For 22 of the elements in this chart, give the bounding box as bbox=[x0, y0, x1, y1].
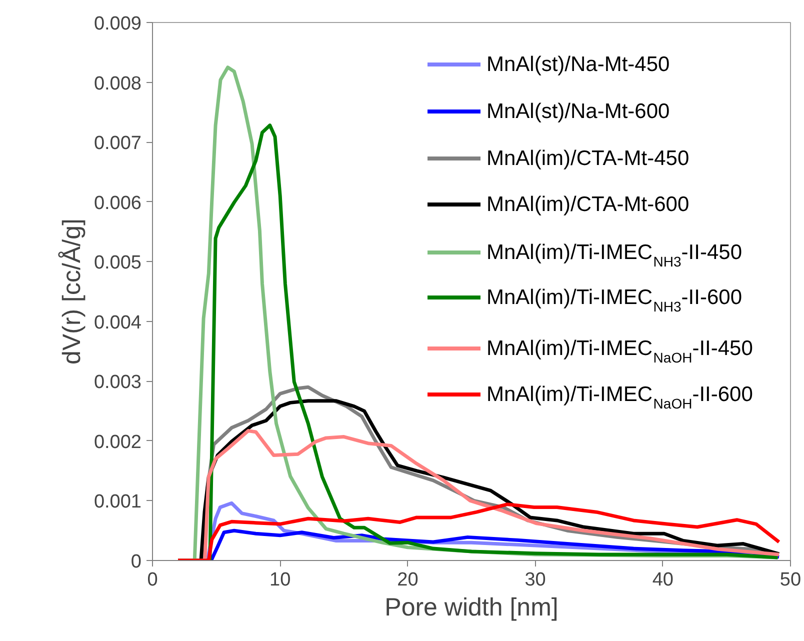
x-tick-label: 20 bbox=[397, 570, 418, 590]
x-tick-label: 30 bbox=[524, 570, 546, 590]
y-axis-title: dV(r) [cc/Å/g] bbox=[58, 218, 86, 364]
y-tick-label: 0.005 bbox=[94, 252, 142, 274]
y-tick-label: 0.003 bbox=[94, 372, 142, 394]
legend-label: MnAl(im)/CTA-Mt-600 bbox=[486, 193, 690, 216]
y-tick-label: 0.001 bbox=[94, 492, 142, 513]
legend-label: MnAl(st)/Na-Mt-600 bbox=[486, 100, 670, 123]
y-tick-label: 0.006 bbox=[94, 192, 142, 214]
legend-label: MnAl(st)/Na-Mt-450 bbox=[486, 53, 670, 76]
y-tick-label: 0 bbox=[130, 552, 142, 572]
x-axis-title: Pore width [nm] bbox=[384, 594, 558, 622]
y-tick-label: 0.007 bbox=[94, 133, 142, 154]
y-tick-label: 0.002 bbox=[94, 432, 142, 453]
x-tick-label: 0 bbox=[147, 570, 158, 590]
x-tick-label: 40 bbox=[652, 570, 674, 590]
y-tick-label: 0.008 bbox=[94, 73, 142, 94]
x-tick-label: 50 bbox=[780, 570, 802, 590]
legend-label: MnAl(im)/CTA-Mt-450 bbox=[486, 147, 690, 170]
x-tick-label: 10 bbox=[270, 570, 291, 590]
y-tick-label: 0.009 bbox=[94, 14, 142, 34]
y-tick-label: 0.004 bbox=[94, 312, 142, 334]
